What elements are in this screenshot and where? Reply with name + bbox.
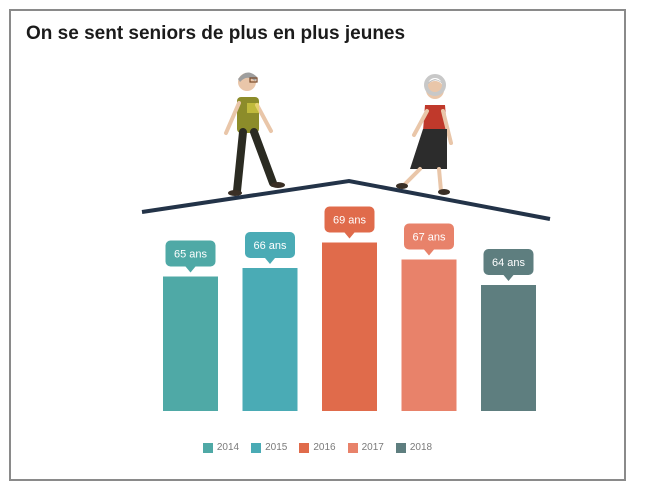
bar-2014 <box>163 276 218 411</box>
bar-2018 <box>481 285 536 411</box>
legend-item-2014: 2014 <box>202 442 240 453</box>
chart-title: On se sent seniors de plus en plus jeune… <box>26 23 406 44</box>
chart-legend: 2014 2015 2016 2017 2018 <box>11 442 624 453</box>
label-bubble-2017 <box>404 223 454 250</box>
bar-2016 <box>322 242 377 411</box>
data-label-2016: 69 ans <box>333 215 367 227</box>
legend-label-2018: 2018 <box>409 442 433 453</box>
legend-item-2016: 2016 <box>299 442 336 453</box>
legend-label-2017: 2017 <box>361 442 384 453</box>
label-pointer-2017 <box>424 249 434 256</box>
chart-canvas: 65 ans 66 ans 69 ans 67 ans 64 ans <box>141 72 551 411</box>
bar-2015 <box>242 268 298 411</box>
data-label-2018: 64 ans <box>492 257 526 269</box>
legend-swatch-2015 <box>251 442 262 453</box>
label-bubble-2018 <box>483 249 534 275</box>
legend-item-2015: 2015 <box>251 442 287 453</box>
roof-line <box>141 178 551 221</box>
chart-frame: On se sent seniors de plus en plus jeune… <box>9 9 626 481</box>
label-pointer-2014 <box>185 266 196 273</box>
legend-label-2016: 2016 <box>313 442 336 453</box>
elderly-woman-illustration <box>396 74 453 195</box>
legend-swatch-2018 <box>395 442 406 453</box>
legend-swatch-2016 <box>299 442 310 453</box>
data-label-2017: 67 ans <box>412 232 446 244</box>
legend-swatch-2017 <box>347 442 358 453</box>
elderly-man-illustration <box>224 72 285 196</box>
legend-item-2017: 2017 <box>347 442 384 453</box>
legend-label-2014: 2014 <box>216 442 240 453</box>
legend-label-2015: 2015 <box>265 442 288 453</box>
label-bubble-2016 <box>324 206 375 233</box>
bar-2017 <box>401 259 457 411</box>
label-pointer-2016 <box>344 232 355 239</box>
data-label-2015: 66 ans <box>253 240 287 252</box>
data-label-2014: 65 ans <box>174 249 208 261</box>
label-bubble-2014 <box>165 240 216 267</box>
bars-group: 65 ans 66 ans 69 ans 67 ans 64 ans <box>163 206 536 411</box>
label-bubble-2015 <box>245 232 295 258</box>
label-pointer-2018 <box>503 275 514 281</box>
label-pointer-2015 <box>265 258 275 264</box>
legend-item-2018: 2018 <box>395 442 433 453</box>
legend-swatch-2014 <box>202 442 213 453</box>
